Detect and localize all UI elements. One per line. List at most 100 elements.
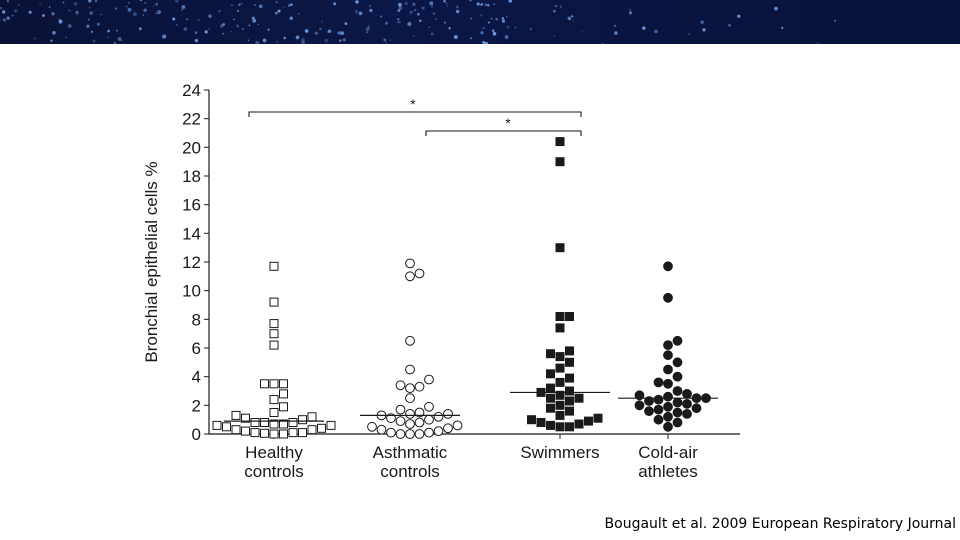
citation-year: 2009 — [711, 516, 748, 532]
banner-dot — [283, 6, 286, 9]
data-point — [395, 380, 406, 391]
banner-dot — [88, 0, 92, 3]
banner-dot — [96, 22, 100, 26]
banner-dot — [73, 1, 78, 6]
banner-dot — [482, 27, 485, 30]
data-point — [663, 411, 673, 422]
banner-dot — [290, 3, 293, 6]
banner-dot — [68, 9, 71, 12]
banner-dot — [127, 7, 132, 12]
data-point — [395, 416, 406, 427]
data-point — [555, 377, 565, 387]
data-point — [395, 429, 406, 439]
banner-dot — [430, 32, 434, 36]
banner-dot — [220, 23, 224, 28]
banner-dot — [115, 7, 118, 10]
banner-dot — [231, 4, 233, 7]
banner-dot — [75, 11, 80, 15]
banner-dot — [397, 18, 400, 21]
data-point — [250, 428, 260, 438]
data-point — [307, 412, 317, 422]
banner-dot — [571, 15, 574, 18]
citation-journal: European Respiratory Journal — [751, 516, 956, 532]
banner-dot — [157, 13, 159, 15]
banner-dot — [367, 25, 370, 28]
banner-dot — [490, 17, 493, 21]
banner-dot — [133, 12, 137, 16]
data-point — [231, 410, 241, 420]
banner-dot — [365, 27, 370, 31]
banner-dot — [455, 9, 460, 14]
data-point — [565, 312, 574, 321]
data-point — [260, 379, 269, 389]
banner-dot — [238, 3, 241, 6]
data-point — [386, 413, 396, 424]
data-point — [546, 403, 555, 413]
data-point — [298, 428, 307, 438]
banner-dot — [181, 5, 186, 9]
banner-dot — [501, 17, 505, 20]
x-category-label: Asthmatic — [373, 443, 448, 462]
banner-dot — [428, 26, 431, 29]
citation-authors: Bougault et al. — [604, 516, 708, 532]
y-tick-label: 8 — [192, 310, 201, 329]
banner-dot — [197, 19, 200, 22]
banner-dot — [397, 9, 401, 12]
banner-dot — [396, 21, 399, 24]
banner-dot — [0, 7, 2, 9]
banner-dot — [453, 35, 458, 39]
data-point — [682, 409, 692, 419]
data-point — [317, 423, 326, 433]
banner-dot — [276, 40, 278, 43]
data-point — [405, 429, 415, 439]
banner-dot — [14, 9, 18, 13]
banner-dot — [1, 10, 6, 14]
banner-dot — [613, 24, 617, 28]
banner-dot — [407, 22, 412, 26]
banner-dot — [6, 0, 10, 3]
banner-dot — [398, 6, 403, 11]
data-point — [682, 399, 692, 409]
data-point — [260, 418, 269, 427]
banner-dot — [248, 24, 251, 27]
data-point — [279, 429, 288, 439]
banner-dot — [492, 31, 497, 36]
banner-dot — [51, 11, 55, 16]
data-point — [663, 364, 673, 375]
data-point — [326, 420, 336, 430]
banner-dot — [175, 24, 178, 27]
y-axis-label: Bronchial epithelial cells % — [142, 161, 161, 362]
data-point — [433, 426, 444, 437]
banner-dot — [654, 29, 658, 34]
banner-dot — [508, 0, 512, 3]
data-point — [653, 414, 664, 425]
data-point — [241, 426, 250, 436]
banner-dot — [301, 38, 305, 42]
y-tick-label: 16 — [182, 196, 201, 215]
banner-dot — [409, 10, 413, 14]
banner-dot — [552, 9, 556, 13]
banner-dot — [262, 38, 267, 43]
banner-dot — [495, 18, 498, 21]
banner-dot — [2, 18, 7, 22]
banner-dot — [446, 2, 448, 5]
x-category-label: athletes — [638, 462, 698, 481]
banner-dot — [553, 35, 555, 37]
data-point — [405, 383, 415, 394]
banner-dot — [501, 19, 506, 23]
data-point — [672, 397, 683, 408]
banner-dot — [222, 32, 224, 35]
banner-dot — [559, 5, 563, 9]
banner-dot — [65, 36, 67, 39]
banner-dot — [446, 4, 449, 7]
data-point — [663, 421, 673, 432]
banner-dot — [491, 17, 493, 19]
banner-dot — [781, 26, 784, 30]
data-point — [634, 400, 645, 411]
banner-dot — [321, 20, 324, 23]
banner-dot — [383, 38, 387, 42]
banner-decoration — [0, 0, 837, 44]
data-point — [546, 383, 555, 393]
banner-dot — [327, 29, 332, 33]
